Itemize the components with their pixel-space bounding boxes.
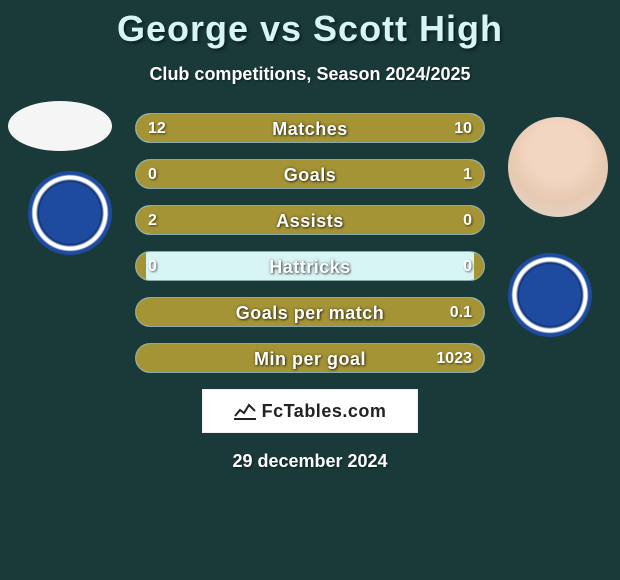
stat-value-right: 0.1 (450, 298, 472, 327)
stat-label: Min per goal (136, 344, 484, 373)
stat-label: Goals per match (136, 298, 484, 327)
stat-row: Min per goal1023 (135, 343, 485, 373)
stat-label: Assists (136, 206, 484, 235)
stat-label: Hattricks (136, 252, 484, 281)
stat-bars: 12Matches100Goals12Assists00Hattricks0Go… (135, 113, 485, 373)
stat-row: 12Matches10 (135, 113, 485, 143)
comparison-panel: 12Matches100Goals12Assists00Hattricks0Go… (0, 113, 620, 472)
stat-value-right: 1023 (436, 344, 472, 373)
stat-row: 2Assists0 (135, 205, 485, 235)
player-left-avatar (8, 101, 112, 151)
stat-value-right: 1 (463, 160, 472, 189)
brand-text: FcTables.com (262, 401, 387, 422)
stat-value-right: 0 (463, 252, 472, 281)
player-right-avatar (508, 117, 608, 217)
snapshot-date: 29 december 2024 (0, 451, 620, 472)
page-title: George vs Scott High (0, 0, 620, 50)
stat-value-right: 0 (463, 206, 472, 235)
stat-label: Goals (136, 160, 484, 189)
stat-value-right: 10 (454, 114, 472, 143)
club-badge-left (28, 171, 112, 255)
brand-badge: FcTables.com (202, 389, 418, 433)
brand-chart-icon (234, 402, 256, 420)
stat-row: Goals per match0.1 (135, 297, 485, 327)
stat-row: 0Hattricks0 (135, 251, 485, 281)
stat-row: 0Goals1 (135, 159, 485, 189)
club-badge-right (508, 253, 592, 337)
subtitle: Club competitions, Season 2024/2025 (0, 64, 620, 85)
stat-label: Matches (136, 114, 484, 143)
